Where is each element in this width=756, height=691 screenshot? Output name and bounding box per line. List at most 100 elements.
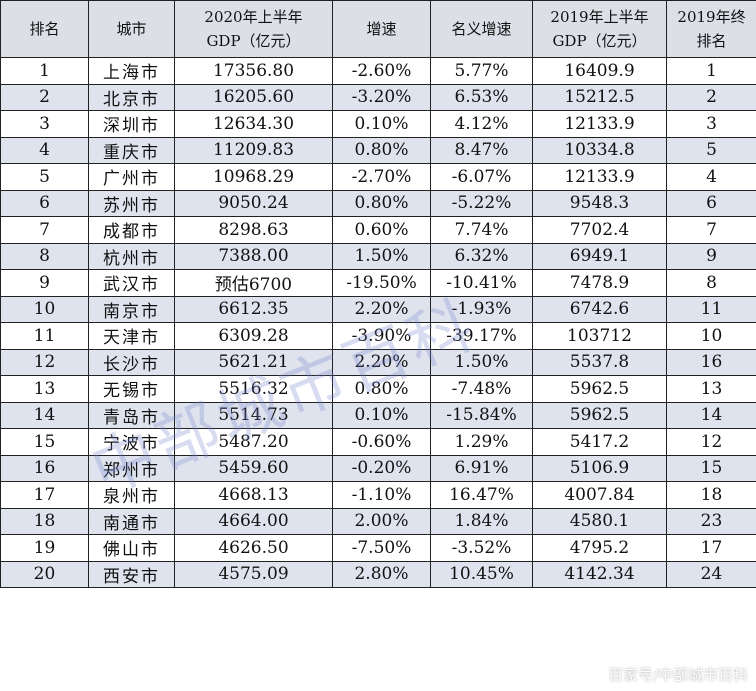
gdp-2020-cell: 9050.24 xyxy=(174,189,333,217)
table-row: 5 广州市 10968.29 -2.70% -6.07% 12133.9 4 xyxy=(0,163,756,191)
city-cell: 佛山市 xyxy=(88,534,175,562)
table-row: 4 重庆市 11209.83 0.80% 8.47% 10334.8 5 xyxy=(0,136,756,164)
rank-cell: 2 xyxy=(0,83,89,111)
gdp-2019-cell: 10334.8 xyxy=(532,136,667,164)
city-cell: 深圳市 xyxy=(88,110,175,138)
rank-2019-cell: 5 xyxy=(666,136,756,164)
nominal-growth-cell: -7.48% xyxy=(430,375,533,403)
city-cell: 青岛市 xyxy=(88,401,175,429)
header-gdp-2019h1: 2019年上半年 GDP（亿元） xyxy=(532,0,667,58)
gdp-2020-cell: 12634.30 xyxy=(174,110,333,138)
gdp-2019-cell: 5417.2 xyxy=(532,428,667,456)
gdp-2019-cell: 4580.1 xyxy=(532,507,667,535)
table-row: 7 成都市 8298.63 0.60% 7.74% 7702.4 7 xyxy=(0,216,756,244)
gdp-2020-cell: 4626.50 xyxy=(174,534,333,562)
header-growth: 增速 xyxy=(332,0,431,58)
nominal-growth-cell: 6.91% xyxy=(430,454,533,482)
gdp-2019-cell: 4795.2 xyxy=(532,534,667,562)
nominal-growth-cell: 7.74% xyxy=(430,216,533,244)
table-row: 3 深圳市 12634.30 0.10% 4.12% 12133.9 3 xyxy=(0,110,756,138)
rank-2019-cell: 6 xyxy=(666,189,756,217)
nominal-growth-cell: 10.45% xyxy=(430,560,533,588)
gdp-2020-cell: 17356.80 xyxy=(174,57,333,85)
source-credit: 百家号/中部城市百科 xyxy=(607,666,748,684)
gdp-2020-cell: 4668.13 xyxy=(174,481,333,509)
rank-2019-cell: 24 xyxy=(666,560,756,588)
gdp-2019-cell: 5106.9 xyxy=(532,454,667,482)
growth-cell: 0.80% xyxy=(332,375,431,403)
nominal-growth-cell: -10.41% xyxy=(430,269,533,297)
rank-cell: 4 xyxy=(0,136,89,164)
gdp-2020-cell: 4664.00 xyxy=(174,507,333,535)
rank-2019-cell: 11 xyxy=(666,295,756,323)
header-row: 排名 城市 2020年上半年 GDP（亿元） 增速 名义增速 2019年上半年 GDP（亿元）… xyxy=(0,0,756,58)
table-row: 15 宁波市 5487.20 -0.60% 1.29% 5417.2 12 xyxy=(0,428,756,456)
city-cell: 上海市 xyxy=(88,57,175,85)
gdp-2020-cell: 8298.63 xyxy=(174,216,333,244)
growth-cell: -19.50% xyxy=(332,269,431,297)
nominal-growth-cell: -39.17% xyxy=(430,322,533,350)
nominal-growth-cell: -3.52% xyxy=(430,534,533,562)
rank-2019-cell: 7 xyxy=(666,216,756,244)
header-rank: 排名 xyxy=(0,0,89,58)
gdp-2019-cell: 12133.9 xyxy=(532,163,667,191)
gdp-2019-cell: 7702.4 xyxy=(532,216,667,244)
gdp-2019-cell: 7478.9 xyxy=(532,269,667,297)
gdp-2020-cell: 11209.83 xyxy=(174,136,333,164)
city-cell: 西安市 xyxy=(88,560,175,588)
rank-cell: 14 xyxy=(0,401,89,429)
city-cell: 南京市 xyxy=(88,295,175,323)
gdp-2020-cell: 6612.35 xyxy=(174,295,333,323)
nominal-growth-cell: -1.93% xyxy=(430,295,533,323)
table-row: 6 苏州市 9050.24 0.80% -5.22% 9548.3 6 xyxy=(0,189,756,217)
nominal-growth-cell: 16.47% xyxy=(430,481,533,509)
table-row: 9 武汉市 预估6700 -19.50% -10.41% 7478.9 8 xyxy=(0,269,756,297)
table-row: 18 南通市 4664.00 2.00% 1.84% 4580.1 23 xyxy=(0,507,756,535)
rank-2019-cell: 13 xyxy=(666,375,756,403)
growth-cell: 0.80% xyxy=(332,189,431,217)
growth-cell: 2.00% xyxy=(332,507,431,535)
growth-cell: 1.50% xyxy=(332,242,431,270)
rank-2019-cell: 3 xyxy=(666,110,756,138)
rank-2019-cell: 16 xyxy=(666,348,756,376)
gdp-ranking-table: 排名 城市 2020年上半年 GDP（亿元） 增速 名义增速 2019年上半年 GDP（亿元）… xyxy=(0,0,756,588)
gdp-2020-cell: 5487.20 xyxy=(174,428,333,456)
gdp-2019-cell: 4142.34 xyxy=(532,560,667,588)
growth-cell: -2.70% xyxy=(332,163,431,191)
table-row: 2 北京市 16205.60 -3.20% 6.53% 15212.5 2 xyxy=(0,83,756,111)
rank-2019-cell: 18 xyxy=(666,481,756,509)
gdp-2020-cell: 5516.32 xyxy=(174,375,333,403)
header-gdp-2020h1: 2020年上半年 GDP（亿元） xyxy=(174,0,333,58)
city-cell: 宁波市 xyxy=(88,428,175,456)
header-rank-2019: 2019年终 排名 xyxy=(666,0,756,58)
growth-cell: 0.10% xyxy=(332,110,431,138)
growth-cell: 0.60% xyxy=(332,216,431,244)
city-cell: 天津市 xyxy=(88,322,175,350)
growth-cell: -3.90% xyxy=(332,322,431,350)
table-row: 14 青岛市 5514.73 0.10% -15.84% 5962.5 14 xyxy=(0,401,756,429)
rank-cell: 3 xyxy=(0,110,89,138)
rank-cell: 9 xyxy=(0,269,89,297)
gdp-2020-cell: 5514.73 xyxy=(174,401,333,429)
gdp-2020-cell: 4575.09 xyxy=(174,560,333,588)
table-row: 12 长沙市 5621.21 2.20% 1.50% 5537.8 16 xyxy=(0,348,756,376)
rank-cell: 18 xyxy=(0,507,89,535)
gdp-2019-cell: 15212.5 xyxy=(532,83,667,111)
rank-cell: 10 xyxy=(0,295,89,323)
nominal-growth-cell: -15.84% xyxy=(430,401,533,429)
nominal-growth-cell: 6.32% xyxy=(430,242,533,270)
city-cell: 杭州市 xyxy=(88,242,175,270)
nominal-growth-cell: 6.53% xyxy=(430,83,533,111)
city-cell: 成都市 xyxy=(88,216,175,244)
city-cell: 广州市 xyxy=(88,163,175,191)
gdp-2020-cell: 10968.29 xyxy=(174,163,333,191)
rank-cell: 11 xyxy=(0,322,89,350)
rank-2019-cell: 4 xyxy=(666,163,756,191)
rank-cell: 7 xyxy=(0,216,89,244)
growth-cell: 2.20% xyxy=(332,295,431,323)
city-cell: 苏州市 xyxy=(88,189,175,217)
rank-2019-cell: 2 xyxy=(666,83,756,111)
rank-2019-cell: 15 xyxy=(666,454,756,482)
gdp-2020-cell: 7388.00 xyxy=(174,242,333,270)
growth-cell: 2.20% xyxy=(332,348,431,376)
